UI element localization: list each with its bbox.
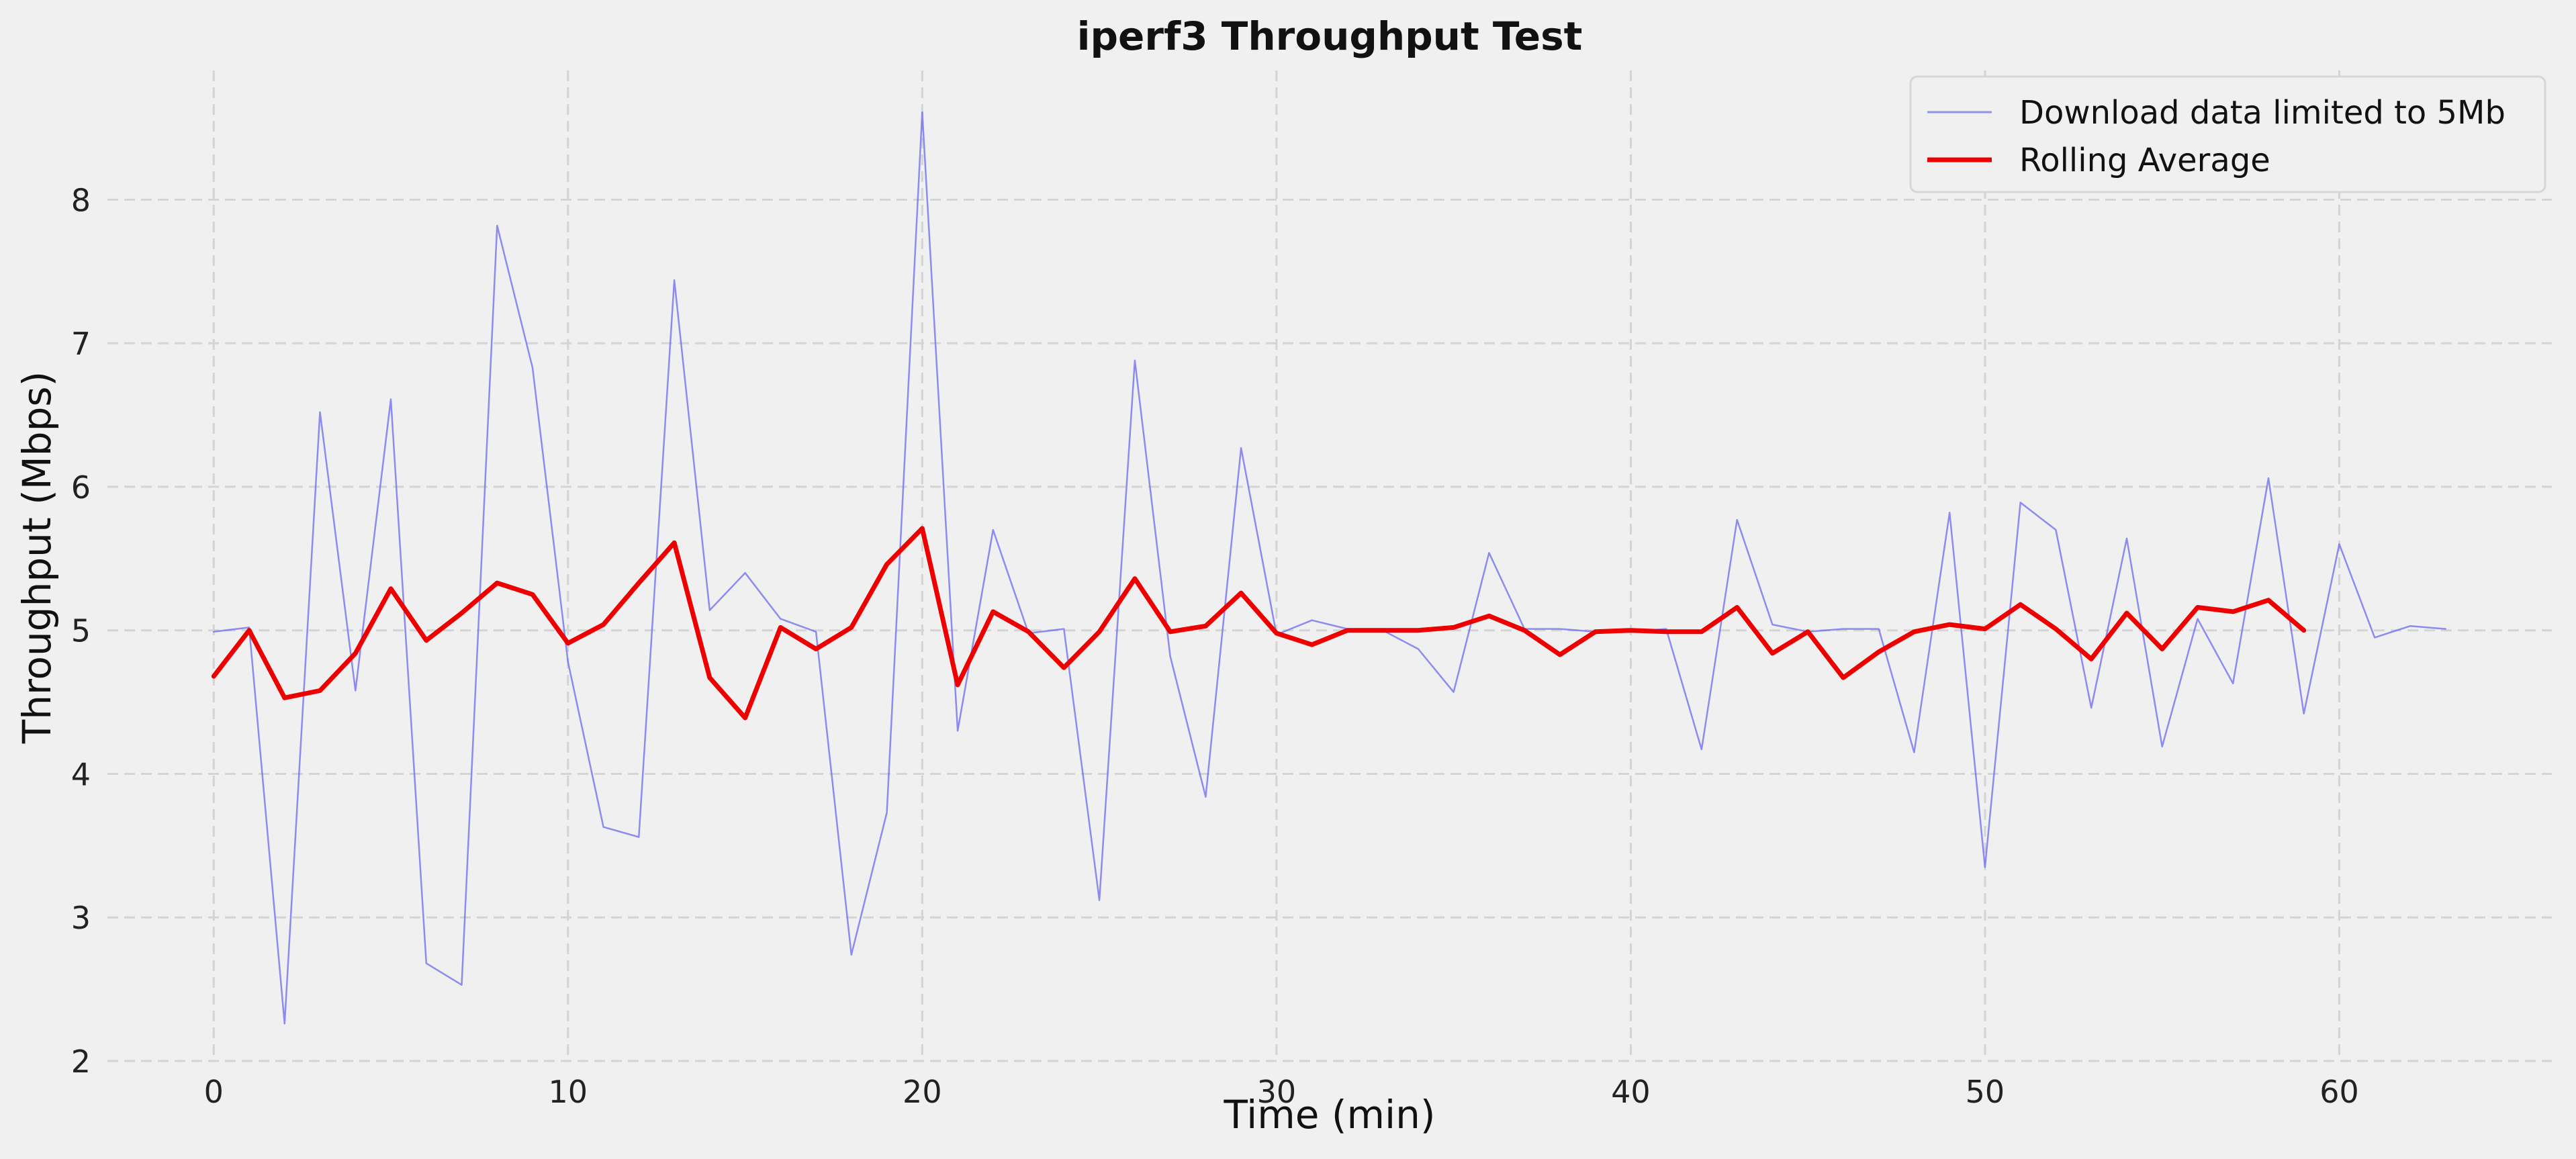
y-tick-label: 5 (71, 613, 91, 649)
x-tick-label: 60 (2319, 1074, 2359, 1110)
y-tick-label: 8 (71, 182, 91, 218)
y-tick-label: 6 (71, 469, 91, 506)
x-tick-label: 50 (1966, 1074, 2005, 1110)
x-tick-label: 10 (549, 1074, 588, 1110)
legend-box (1909, 75, 2546, 193)
x-tick-label: 40 (1611, 1074, 1651, 1110)
series-layer (211, 111, 2446, 1025)
legend-label-rolling: Rolling Average (2019, 142, 2270, 179)
x-axis-label: Time (min) (1223, 1092, 1435, 1138)
series-line-download (213, 111, 2446, 1025)
series-line-rolling-average (211, 526, 2307, 721)
x-tick-label: 20 (903, 1074, 942, 1110)
legend-label-download: Download data limited to 5Mb (2019, 94, 2505, 132)
y-tick-label: 3 (71, 900, 91, 936)
x-tick-label: 0 (204, 1074, 224, 1110)
x-tick-label: 30 (1257, 1074, 1297, 1110)
y-tick-label: 2 (71, 1044, 91, 1080)
y-axis-ticks: 2 3 4 5 6 7 8 (71, 182, 91, 1080)
y-axis-label: Throughput (Mbps) (14, 371, 60, 744)
x-axis-ticks: 0 10 20 30 40 50 60 (204, 1074, 2359, 1110)
legend: Download data limited to 5Mb Rolling Ave… (1909, 75, 2546, 193)
chart-title: iperf3 Throughput Test (1077, 13, 1583, 59)
y-tick-label: 4 (71, 756, 91, 792)
y-tick-label: 7 (71, 326, 91, 362)
